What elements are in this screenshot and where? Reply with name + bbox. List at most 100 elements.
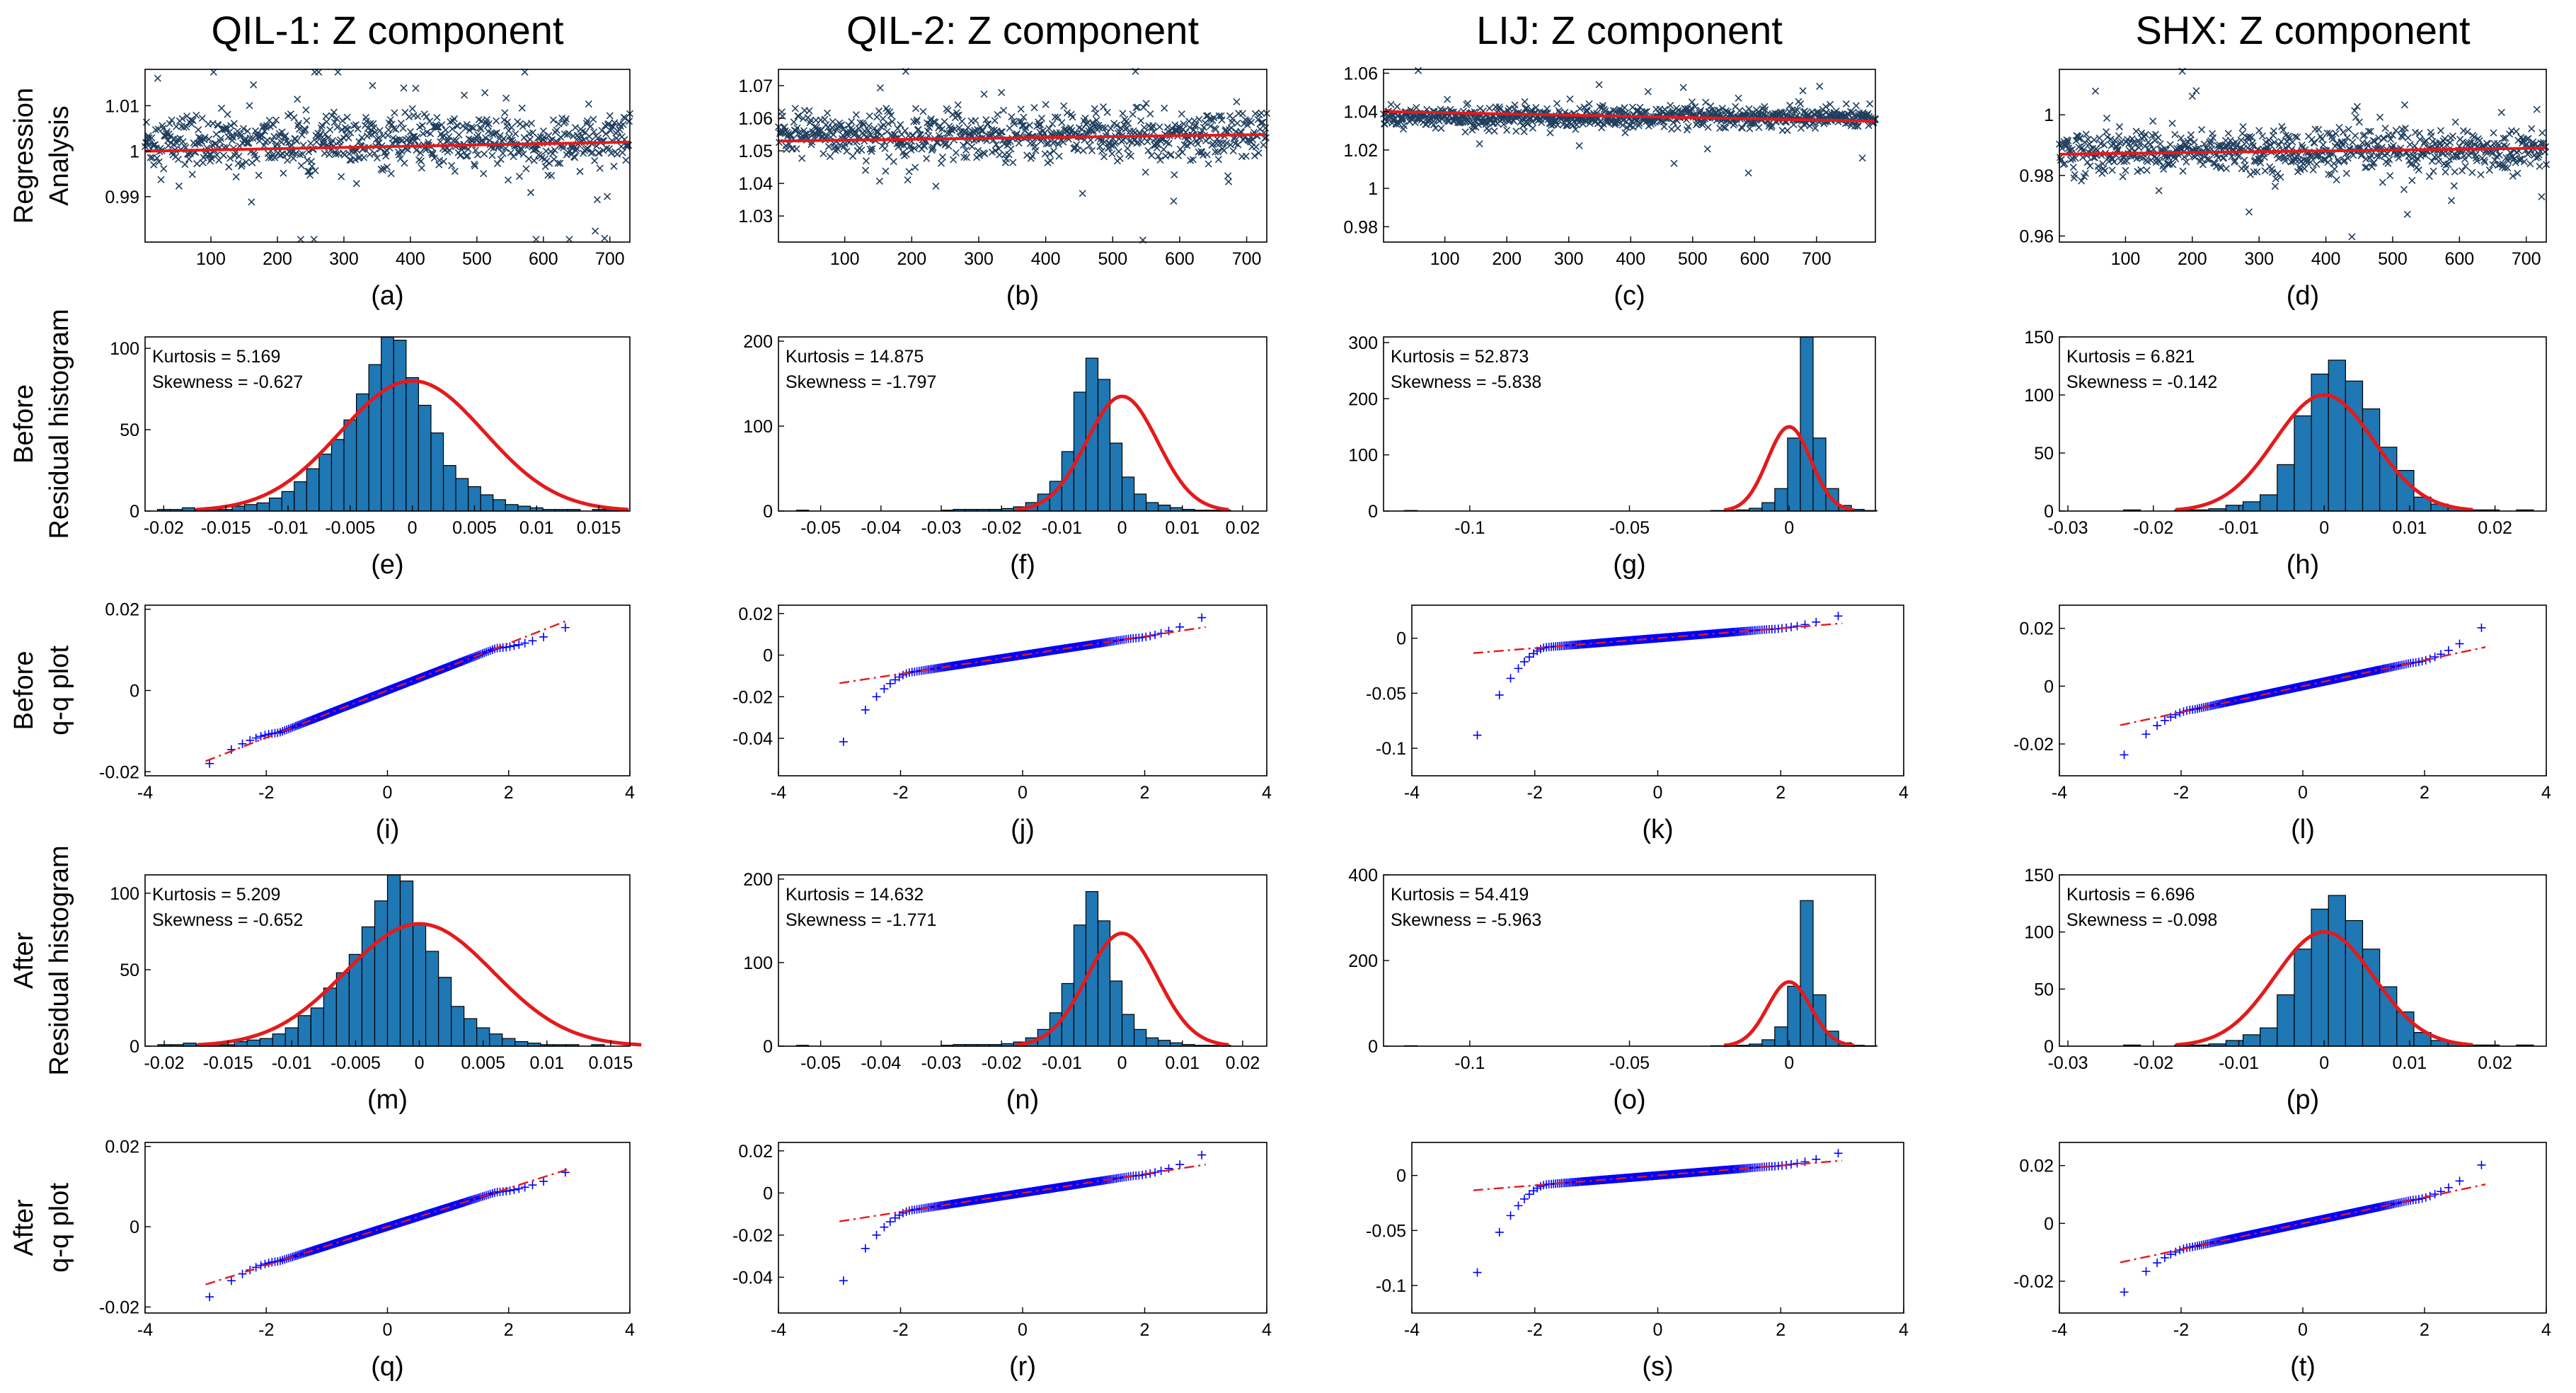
histogram-xtick-label: -0.02 bbox=[2133, 1053, 2173, 1073]
scatter-point bbox=[431, 123, 439, 131]
qq-point bbox=[2477, 623, 2486, 632]
scatter-point bbox=[317, 124, 326, 132]
histogram-bar bbox=[2242, 1034, 2261, 1047]
scatter-point bbox=[1599, 101, 1606, 110]
scatter-point bbox=[1797, 100, 1805, 108]
scatter-point bbox=[476, 123, 484, 132]
scatter-point bbox=[427, 130, 435, 137]
scatter-point bbox=[1767, 123, 1776, 132]
regression-axes bbox=[1383, 69, 1876, 243]
scatter-point bbox=[1050, 138, 1059, 146]
scatter-point bbox=[798, 154, 806, 162]
scatter-point bbox=[1643, 108, 1651, 115]
scatter-point bbox=[2408, 176, 2416, 185]
histogram-bar bbox=[1158, 1040, 1171, 1047]
scatter-point bbox=[1744, 169, 1752, 177]
scatter-point bbox=[622, 156, 630, 164]
scatter-point bbox=[2351, 107, 2359, 115]
qq-xtick-label: -4 bbox=[137, 783, 153, 803]
scatter-point bbox=[298, 131, 306, 139]
scatter-point bbox=[438, 121, 446, 129]
scatter-point bbox=[196, 137, 205, 145]
scatter-point bbox=[1154, 152, 1162, 160]
scatter-point bbox=[471, 147, 480, 154]
qq-points bbox=[839, 613, 1207, 746]
histogram-xtick-label: -0.03 bbox=[2048, 1053, 2088, 1073]
scatter-point bbox=[840, 142, 848, 151]
scatter-point bbox=[338, 173, 345, 180]
scatter-point bbox=[1112, 121, 1121, 130]
qq-ytick-label: 0 bbox=[2044, 677, 2054, 696]
histogram-ytick-label: 400 bbox=[1348, 866, 1378, 885]
scatter-point bbox=[153, 154, 161, 162]
scatter-point bbox=[1586, 120, 1594, 127]
histogram-ytick-label: 0 bbox=[130, 1037, 139, 1057]
scatter-point bbox=[2253, 168, 2261, 176]
scatter-point bbox=[1553, 100, 1561, 108]
scatter-point bbox=[358, 134, 366, 142]
scatter-point bbox=[1156, 123, 1163, 131]
scatter-point bbox=[999, 106, 1008, 114]
regression-ytick-label: 1 bbox=[130, 142, 139, 162]
scatter-point bbox=[1137, 138, 1146, 146]
scatter-point bbox=[974, 147, 982, 154]
histogram-bar bbox=[1133, 1028, 1147, 1047]
scatter-point bbox=[913, 116, 921, 124]
row-label: Before bbox=[9, 384, 39, 464]
scatter-point bbox=[1731, 120, 1739, 127]
scatter-point bbox=[301, 126, 309, 134]
scatter-point bbox=[323, 117, 330, 126]
scatter-point bbox=[1735, 94, 1742, 102]
scatter-point bbox=[1200, 124, 1208, 132]
regression-ytick-label: 1.05 bbox=[738, 142, 773, 161]
histogram-bar bbox=[1146, 1037, 1159, 1047]
scatter-point bbox=[297, 162, 305, 170]
scatter-point bbox=[1260, 141, 1267, 149]
qq-point bbox=[1793, 621, 1802, 631]
regression-xtick-label: 500 bbox=[2378, 249, 2408, 269]
qq-xtick-label: 2 bbox=[1776, 783, 1786, 803]
scatter-point bbox=[2415, 130, 2423, 137]
scatter-point bbox=[205, 135, 213, 143]
scatter-point bbox=[1088, 147, 1096, 154]
scatter-point bbox=[521, 68, 529, 76]
scatter-point bbox=[504, 118, 512, 126]
scatter-point bbox=[2526, 160, 2534, 168]
scatter-point bbox=[1598, 124, 1606, 132]
scatter-point bbox=[1248, 118, 1255, 126]
scatter-point bbox=[2538, 193, 2546, 201]
scatter-point bbox=[1149, 128, 1158, 136]
panel-label: (m) bbox=[367, 1085, 408, 1115]
scatter-point bbox=[901, 127, 909, 134]
regression-xtick-label: 700 bbox=[595, 249, 625, 269]
scatter-point bbox=[166, 132, 174, 141]
scatter-point bbox=[159, 125, 167, 132]
scatter-point bbox=[2476, 137, 2483, 144]
scatter-point bbox=[213, 151, 221, 159]
qq-point bbox=[1156, 629, 1166, 638]
scatter-point bbox=[1149, 122, 1157, 130]
histogram-bar bbox=[430, 432, 444, 512]
histogram-bar bbox=[1146, 502, 1159, 512]
qq-point bbox=[2444, 646, 2453, 655]
row-label: Regression bbox=[9, 88, 39, 224]
scatter-point bbox=[1667, 101, 1674, 109]
scatter-point bbox=[1703, 145, 1711, 153]
qq-xtick-label: 4 bbox=[1262, 783, 1272, 803]
regression-xtick-label: 600 bbox=[1165, 249, 1195, 269]
scatter-point bbox=[2437, 127, 2444, 134]
histogram-bar bbox=[310, 1007, 324, 1047]
qq-point bbox=[514, 640, 524, 649]
scatter-point bbox=[450, 115, 458, 122]
histogram-ytick-label: 100 bbox=[743, 417, 773, 437]
scatter-point bbox=[1079, 190, 1086, 197]
qq-point bbox=[2141, 730, 2151, 739]
scatter-point bbox=[2468, 168, 2476, 176]
scatter-point bbox=[2277, 173, 2284, 181]
qq-point bbox=[1834, 612, 1843, 621]
scatter-point bbox=[366, 151, 374, 159]
histogram-xtick-label: -0.05 bbox=[1609, 518, 1650, 538]
scatter-point bbox=[981, 150, 989, 158]
histogram-xtick-label: 0.02 bbox=[1226, 518, 1260, 538]
scatter-point bbox=[333, 123, 341, 131]
